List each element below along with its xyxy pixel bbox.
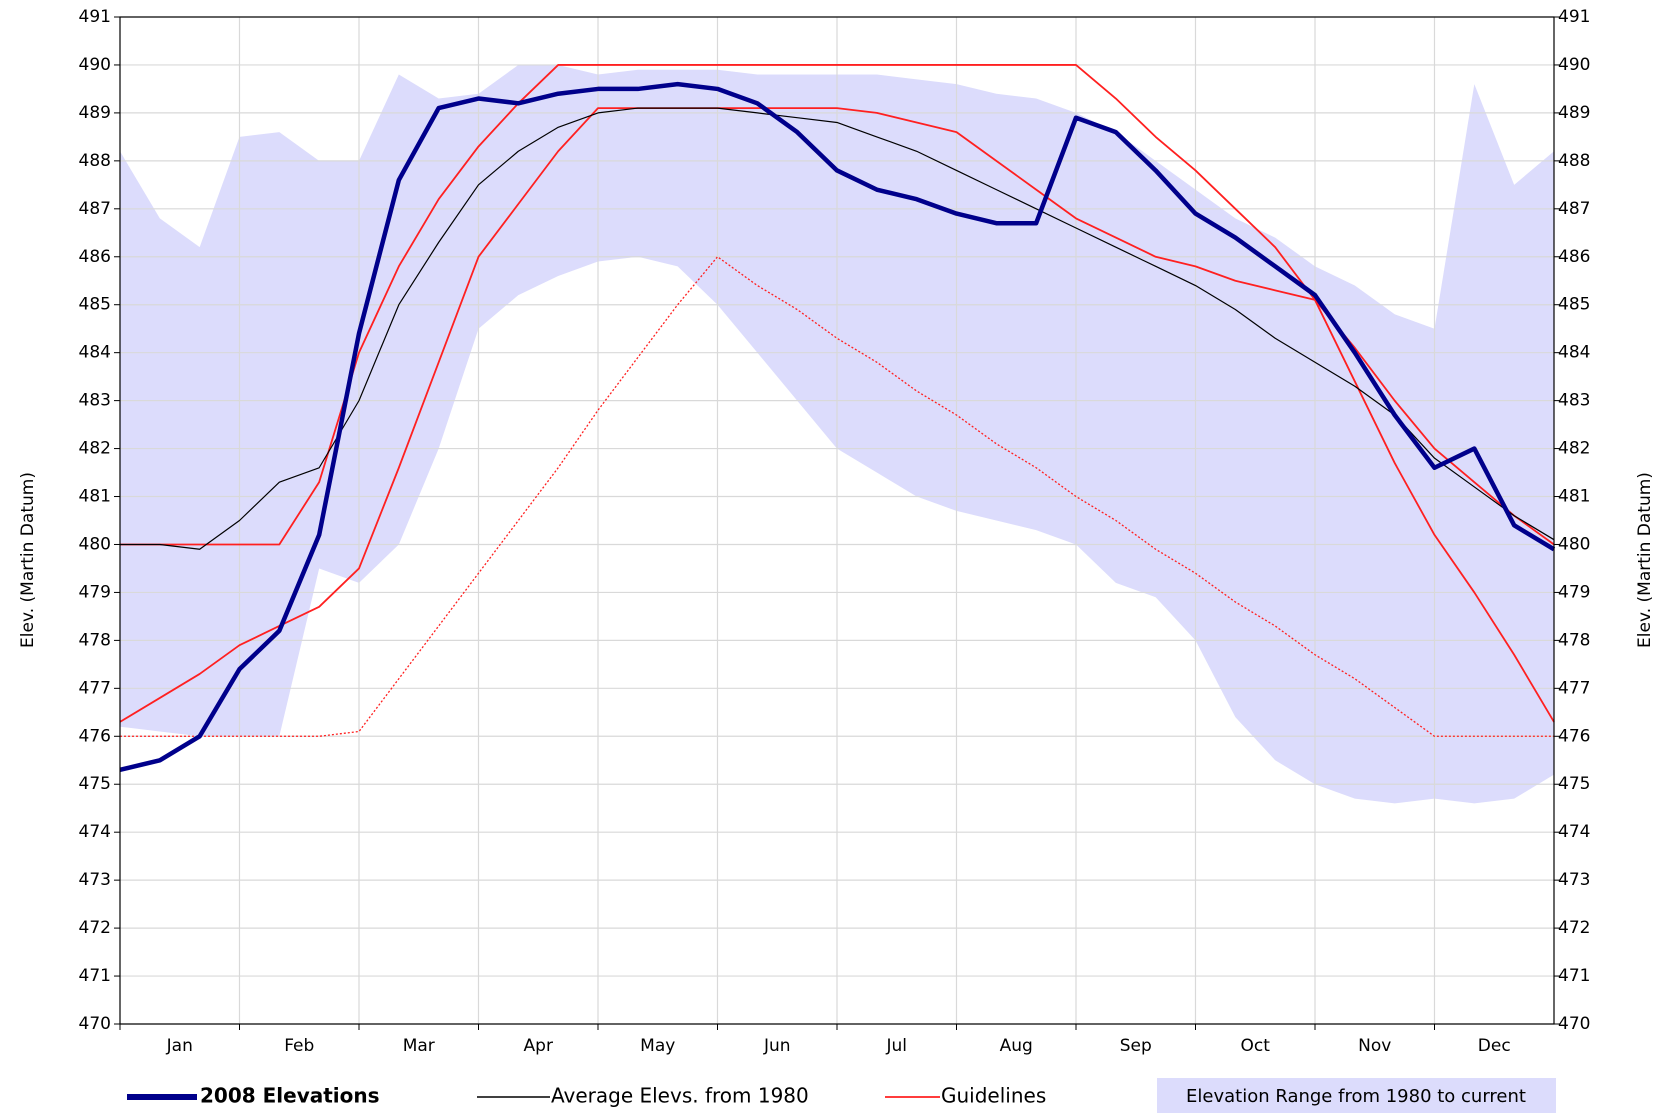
y-tick-label: 484 — [79, 343, 111, 363]
x-tick-label: Oct — [1241, 1036, 1271, 1056]
x-tick-label: Apr — [524, 1036, 553, 1056]
y2-tick-label: 472 — [1558, 918, 1590, 938]
y-tick-label: 477 — [79, 678, 111, 698]
y-tick-label: 481 — [79, 487, 111, 507]
legend-swatch — [1157, 1078, 1556, 1113]
x-tick-label: Nov — [1358, 1036, 1391, 1056]
x-tick-label: Jun — [763, 1036, 791, 1056]
x-tick-label: Aug — [1000, 1036, 1033, 1056]
y-tick-label: 480 — [79, 534, 111, 554]
y2-tick-label: 491 — [1558, 7, 1590, 27]
y2-tick-label: 476 — [1558, 726, 1590, 746]
x-tick-label: Jul — [885, 1036, 907, 1056]
guideline — [119, 107, 1555, 723]
y-tick-label: 479 — [79, 582, 111, 602]
y2-tick-label: 475 — [1558, 774, 1590, 794]
legend-label: 2008 Elevations — [200, 1084, 380, 1108]
y-tick-label: 474 — [79, 822, 111, 842]
y-tick-label: 472 — [79, 918, 111, 938]
y2-tick-label: 480 — [1558, 534, 1590, 554]
x-tick-label: Jan — [166, 1036, 193, 1056]
x-tick-label: May — [640, 1036, 675, 1056]
y-tick-label: 471 — [79, 966, 111, 986]
y-tick-label: 490 — [79, 55, 111, 75]
y-tick-label: 483 — [79, 391, 111, 411]
y2-tick-label: 486 — [1558, 247, 1590, 267]
x-tick-label: Sep — [1120, 1036, 1152, 1056]
y2-tick-label: 471 — [1558, 966, 1590, 986]
x-tick-label: Mar — [403, 1036, 435, 1056]
y-tick-label: 488 — [79, 151, 111, 171]
y-tick-label: 473 — [79, 870, 111, 890]
y2-tick-label: 482 — [1558, 439, 1590, 459]
y2-tick-label: 473 — [1558, 870, 1590, 890]
y2-tick-label: 478 — [1558, 630, 1590, 650]
y-tick-label: 486 — [79, 247, 111, 267]
y2-tick-label: 489 — [1558, 103, 1590, 123]
guideline — [120, 256, 1554, 737]
y2-tick-label: 474 — [1558, 822, 1590, 842]
y-axis-label: Elev. (Martin Datum) — [18, 472, 38, 648]
elevation-line — [119, 81, 1556, 773]
y2-tick-label: 484 — [1558, 343, 1590, 363]
x-tick-label: Dec — [1478, 1036, 1511, 1056]
legend-label: Guidelines — [941, 1084, 1046, 1108]
y2-tick-label: 485 — [1558, 295, 1590, 315]
y2-tick-label: 479 — [1558, 582, 1590, 602]
x-tick-label: Feb — [284, 1036, 314, 1056]
y-tick-label: 482 — [79, 439, 111, 459]
y-tick-label: 475 — [79, 774, 111, 794]
y-tick-label: 476 — [79, 726, 111, 746]
y2-tick-label: 487 — [1558, 199, 1590, 219]
legend-label: Average Elevs. from 1980 — [551, 1084, 809, 1108]
average-line — [120, 107, 1555, 550]
y-tick-label: 478 — [79, 630, 111, 650]
y2-axis-label: Elev. (Martin Datum) — [1635, 472, 1655, 648]
y-tick-label: 489 — [79, 103, 111, 123]
y2-tick-label: 477 — [1558, 678, 1590, 698]
y2-tick-label: 490 — [1558, 55, 1590, 75]
y-tick-label: 491 — [79, 7, 111, 27]
y-tick-label: 487 — [79, 199, 111, 219]
y-tick-label: 485 — [79, 295, 111, 315]
plot-frame — [119, 16, 1555, 1025]
y2-tick-label: 488 — [1558, 151, 1590, 171]
legend-label: Elevation Range from 1980 to current — [1186, 1086, 1526, 1107]
y-tick-label: 470 — [79, 1014, 111, 1034]
y2-tick-label: 481 — [1558, 487, 1590, 507]
y2-tick-label: 483 — [1558, 391, 1590, 411]
y2-tick-label: 470 — [1558, 1014, 1590, 1034]
